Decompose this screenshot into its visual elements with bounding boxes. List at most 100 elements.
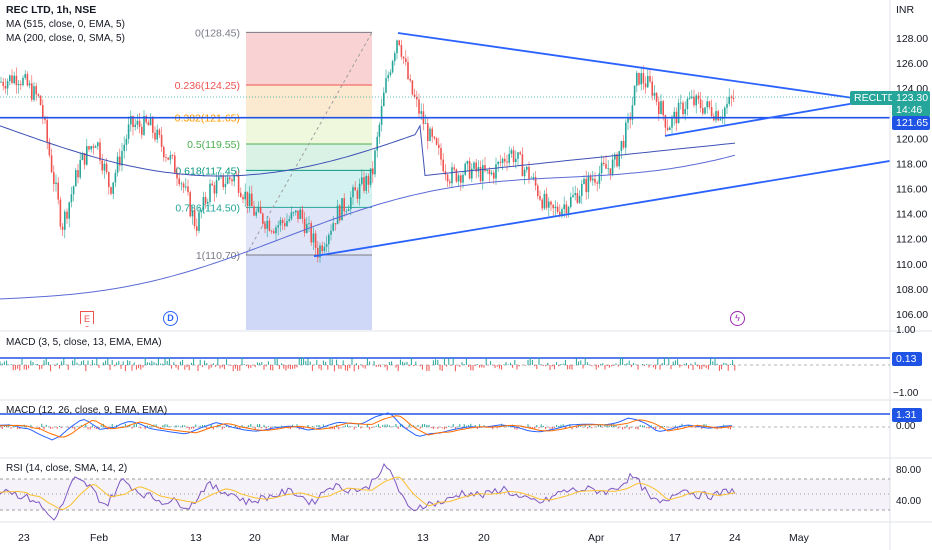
candle-body	[202, 197, 205, 211]
candle-body	[479, 167, 482, 182]
fib-level-label: 0(128.45)	[195, 27, 240, 39]
fib-level-label: 0.382(121.65)	[175, 113, 240, 125]
candle-body	[266, 220, 268, 229]
candle-body	[697, 95, 700, 100]
macd-fast-value-tag: 0.13	[892, 352, 922, 366]
candle-body	[352, 187, 354, 198]
candle-body	[70, 194, 73, 203]
candle-body	[136, 120, 139, 125]
candle-body	[567, 206, 570, 214]
macd-slow-value-tag: 1.31	[892, 408, 922, 422]
split-event-icon[interactable]: ϟ	[730, 311, 745, 326]
candle-body	[119, 156, 121, 166]
candle-body	[596, 182, 598, 184]
candle-body	[702, 108, 704, 114]
candle-body	[482, 165, 484, 182]
candle-body	[629, 117, 631, 120]
earnings-marker[interactable]: E	[80, 311, 94, 327]
candle-body	[407, 62, 409, 79]
candle-body	[424, 123, 427, 124]
candle-body	[325, 244, 328, 247]
candle-body	[64, 211, 66, 230]
candle-body	[532, 177, 535, 179]
candle-body	[484, 165, 486, 171]
rsi-pane	[0, 462, 890, 521]
candle-body	[730, 96, 733, 98]
price-tick-label: 126.00	[896, 58, 928, 70]
candle-body	[561, 209, 563, 216]
candle-body	[273, 231, 275, 234]
candle-body	[385, 78, 387, 93]
candle-body	[552, 204, 554, 209]
candle-body	[717, 111, 719, 121]
candle-body	[361, 177, 363, 184]
candle-body	[211, 183, 213, 186]
candle-body	[200, 210, 202, 213]
candle-body	[156, 129, 158, 140]
candle-body	[574, 193, 576, 196]
fib-level-label: 1(110.70)	[196, 250, 240, 262]
fib-level-label: 0.236(124.25)	[175, 80, 240, 92]
candle-body	[427, 123, 429, 141]
candle-body	[160, 134, 163, 147]
candle-body	[83, 153, 86, 165]
candle-body	[17, 83, 20, 86]
candle-body	[402, 56, 405, 59]
candle-body	[57, 182, 59, 200]
candle-body	[229, 177, 231, 180]
time-tick-label: 13	[417, 532, 429, 544]
candle-body	[72, 186, 75, 195]
candle-body	[618, 151, 620, 167]
candle-body	[233, 175, 235, 182]
candle-body	[332, 223, 334, 231]
candle-body	[688, 98, 691, 99]
time-tick-label: 13	[190, 532, 202, 544]
candle-body	[684, 109, 686, 115]
macd-fast-legend[interactable]: MACD (3, 5, close, 13, EMA, EMA)	[6, 337, 162, 348]
dividend-marker[interactable]: D	[163, 311, 178, 326]
candle-body	[367, 176, 370, 185]
rsi-axis-lower: 40.00	[896, 496, 922, 507]
candle-body	[627, 117, 629, 123]
candle-body	[622, 140, 625, 148]
candle-body	[268, 220, 271, 231]
ma515-legend[interactable]: MA (515, close, 0, EMA, 5)	[6, 19, 125, 30]
symbol-title[interactable]: REC LTD, 1h, NSE	[6, 4, 97, 16]
candle-body	[466, 161, 469, 164]
candle-body	[636, 72, 638, 86]
upper-trendline	[397, 32, 891, 105]
candle-body	[61, 226, 64, 230]
candle-body	[292, 212, 295, 214]
candle-body	[471, 168, 473, 179]
price-tick-label: 114.00	[896, 209, 927, 221]
candle-body	[438, 144, 440, 148]
candle-body	[592, 178, 594, 181]
candle-body	[288, 219, 290, 221]
price-tick-label: 120.00	[896, 133, 928, 145]
rsi-legend[interactable]: RSI (14, close, SMA, 14, 2)	[6, 463, 128, 474]
candle-body	[510, 150, 513, 154]
fibonacci-retracement[interactable]: 0(128.45) 0.236(124.25) 0.382(121.65) 0.5(1…	[175, 27, 373, 330]
macd-slow-legend[interactable]: MACD (12, 26, close, 9, EMA, EMA)	[6, 405, 168, 416]
candle-body	[497, 161, 499, 165]
candle-body	[446, 174, 449, 182]
candle-body	[154, 132, 156, 140]
candle-body	[185, 186, 187, 188]
candle-body	[655, 92, 658, 102]
candle-body	[103, 163, 106, 171]
candle-body	[44, 118, 46, 121]
fib-level-label: 0.5(119.55)	[187, 139, 240, 151]
candle-body	[380, 106, 383, 125]
price-tick-label: 106.00	[896, 309, 928, 321]
candle-body	[264, 223, 266, 229]
candle-body	[642, 73, 645, 84]
candle-body	[719, 119, 722, 121]
candle-body	[354, 187, 356, 191]
candle-body	[169, 155, 172, 160]
candle-body	[301, 209, 304, 219]
candle-body	[451, 167, 453, 184]
trendline-drawings[interactable]	[0, 32, 891, 258]
candle-body	[121, 150, 123, 166]
candle-body	[297, 210, 299, 219]
ma200-legend[interactable]: MA (200, close, 0, SMA, 5)	[6, 33, 125, 44]
